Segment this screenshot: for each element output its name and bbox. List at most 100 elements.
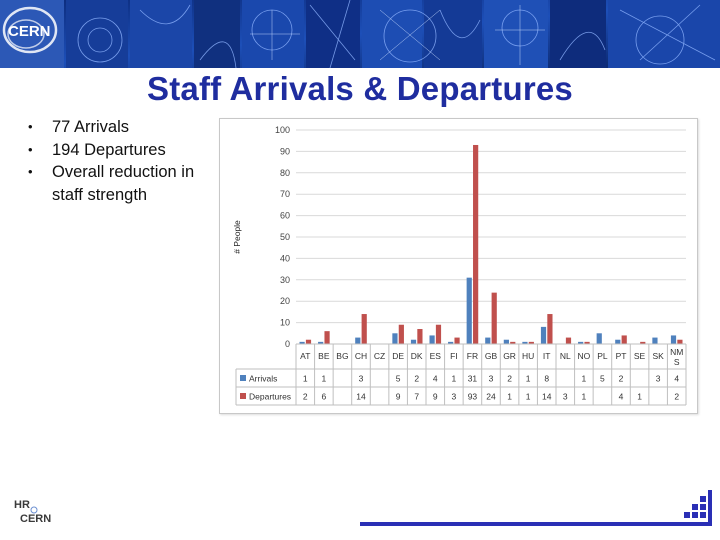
y-tick-label: 30 — [280, 275, 290, 285]
cern-banner: CERN — [0, 0, 720, 68]
cern-logo: CERN — [2, 6, 58, 54]
bullet-text: Overall reduction in staff strength — [52, 163, 195, 204]
bullet-marker: • — [28, 119, 33, 134]
x-tick-label: PT — [616, 351, 627, 361]
bar-departures — [417, 329, 423, 344]
x-tick-label: CZ — [374, 351, 385, 361]
bar-departures — [677, 339, 683, 344]
x-tick-label: AT — [300, 351, 310, 361]
x-tick-label: NO — [577, 351, 590, 361]
bar-departures — [547, 314, 553, 344]
bar-departures — [640, 341, 646, 344]
bar-arrivals — [355, 337, 361, 344]
bar-arrivals — [410, 339, 417, 344]
bar-departures — [510, 341, 516, 344]
data-table-value: 4 — [619, 392, 624, 402]
data-table-value: 3 — [451, 392, 456, 402]
legend-label: Departures — [249, 392, 291, 402]
y-tick-label: 40 — [280, 253, 290, 263]
data-table-value: 4 — [674, 374, 679, 384]
hr-logo-cern-text: CERN — [20, 513, 51, 525]
bar-departures — [398, 324, 404, 344]
data-table-value: 9 — [396, 392, 401, 402]
x-tick-label: NL — [560, 351, 571, 361]
bar-arrivals — [596, 333, 602, 344]
bar-departures — [473, 144, 479, 344]
data-table-value: 5 — [396, 374, 401, 384]
bar-arrivals — [615, 339, 621, 344]
data-table-value: 1 — [581, 392, 586, 402]
bullet-item: • 194 Departures — [28, 139, 218, 162]
bar-departures — [435, 324, 442, 344]
x-tick-label: HU — [522, 351, 534, 361]
bar-departures — [454, 337, 460, 344]
bullet-text: 194 Departures — [52, 140, 166, 159]
x-tick-label: PL — [597, 351, 608, 361]
slide-title: Staff Arrivals & Departures — [147, 70, 573, 107]
data-table-value: 1 — [526, 392, 531, 402]
x-tick-label: S — [674, 357, 680, 367]
bar-arrivals — [578, 341, 584, 344]
bar-departures — [491, 292, 497, 344]
data-table-value: 9 — [433, 392, 438, 402]
data-table-value: 2 — [619, 374, 624, 384]
x-tick-label: BG — [336, 351, 348, 361]
x-tick-label: IT — [543, 351, 551, 361]
data-table-value: 3 — [563, 392, 568, 402]
data-table-value: 14 — [356, 392, 366, 402]
bullet-marker: • — [28, 141, 33, 157]
bar-departures — [361, 314, 367, 344]
bar-departures — [565, 337, 572, 344]
data-table-value: 6 — [321, 392, 326, 402]
bar-chart: 0 10 20 30 40 50 60 70 80 90 100 # People AT BE BG CH CZ… — [219, 118, 698, 414]
x-tick-label: GR — [503, 351, 516, 361]
hr-cern-logo: HR CERN — [12, 496, 62, 526]
bar-arrivals — [299, 341, 305, 344]
bullet-list: • 77 Arrivals • 194 Departures • Overall re… — [28, 116, 218, 206]
data-table-value: 3 — [656, 374, 661, 384]
bar-departures — [584, 341, 590, 344]
bullet-item: • Overall reduction in staff strength — [28, 161, 218, 206]
y-tick-label: 70 — [280, 189, 290, 199]
y-tick-label: 0 — [285, 339, 290, 349]
x-tick-label: FI — [450, 351, 458, 361]
data-table-value: 14 — [542, 392, 552, 402]
x-tick-label: SK — [652, 351, 664, 361]
y-tick-label: 20 — [280, 296, 290, 306]
x-tick-label: DK — [411, 351, 423, 361]
x-tick-label: ES — [430, 351, 442, 361]
bar-arrivals — [466, 277, 472, 344]
x-tick-label: FR — [467, 351, 478, 361]
bar-arrivals — [392, 333, 398, 344]
data-table-value: 7 — [414, 392, 419, 402]
data-table-value: 1 — [581, 374, 586, 384]
data-table-value: 1 — [321, 374, 326, 384]
x-tick-label: SE — [634, 351, 646, 361]
bar-departures — [305, 339, 312, 344]
data-table-value: 4 — [433, 374, 438, 384]
y-tick-label: 10 — [280, 318, 290, 328]
legend-label: Arrivals — [249, 374, 277, 384]
bar-arrivals — [522, 341, 528, 344]
data-table-value: 1 — [637, 392, 642, 402]
hr-logo-text: HR — [14, 499, 30, 511]
data-table-value: 2 — [507, 374, 512, 384]
data-table-value: 1 — [451, 374, 456, 384]
y-axis-label: # People — [232, 220, 242, 254]
y-tick-label: 60 — [280, 211, 290, 221]
corner-decoration — [360, 490, 712, 530]
legend-key-arrivals — [240, 375, 246, 381]
bar-arrivals — [318, 341, 324, 344]
data-table-value: 93 — [468, 392, 478, 402]
x-tick-label: BE — [318, 351, 330, 361]
y-tick-label: 50 — [280, 232, 290, 242]
data-table-value: 8 — [544, 374, 549, 384]
data-table-value: 2 — [674, 392, 679, 402]
y-tick-label: 90 — [280, 146, 290, 156]
data-table-value: 24 — [486, 392, 496, 402]
bar-arrivals — [670, 335, 677, 344]
x-tick-label: CH — [355, 351, 367, 361]
chart-canvas: 0 10 20 30 40 50 60 70 80 90 100 # People AT BE BG CH CZ… — [232, 125, 687, 406]
bar-arrivals — [485, 337, 491, 344]
bar-arrivals — [503, 339, 509, 344]
